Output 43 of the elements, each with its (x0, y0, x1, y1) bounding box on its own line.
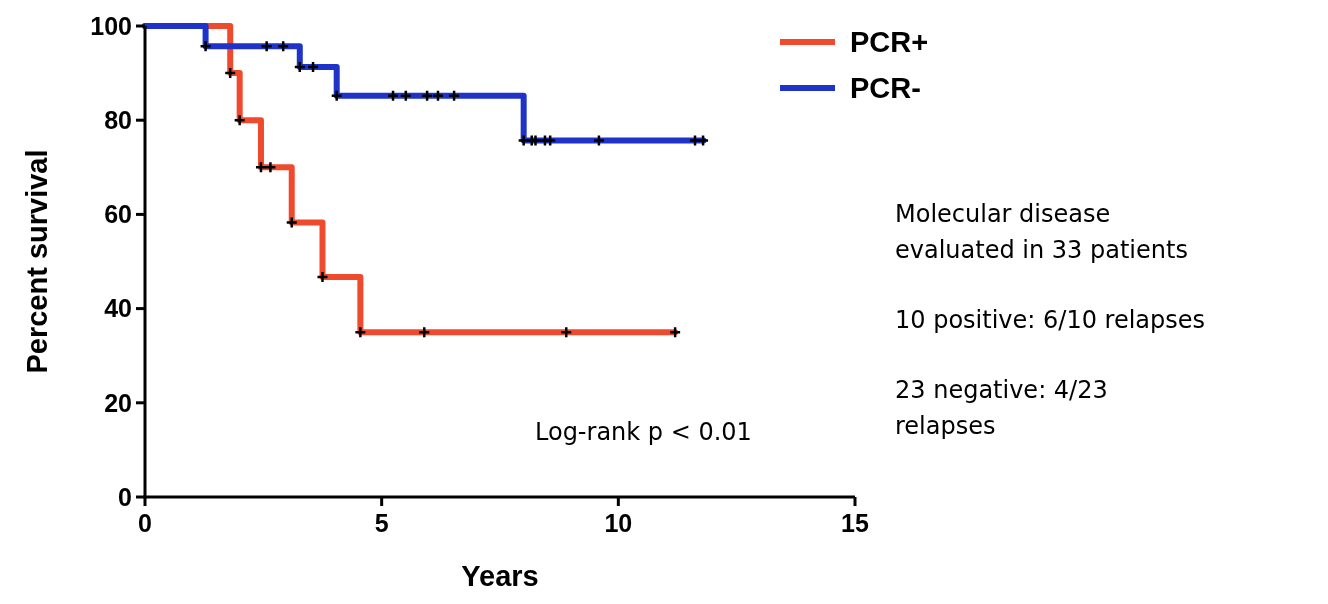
y-tick-label: 80 (104, 105, 132, 134)
point (254, 161, 268, 174)
y-tick-label: 40 (104, 294, 132, 323)
point (354, 325, 367, 339)
point (293, 60, 307, 74)
y-tick-label: 20 (104, 388, 132, 417)
point (285, 216, 298, 229)
x-tick-label: 10 (604, 509, 633, 537)
point (330, 89, 343, 102)
legend-label: PCR- (850, 72, 921, 105)
x-tick-label: 15 (841, 509, 869, 537)
point (592, 134, 606, 147)
legend-label: PCR+ (850, 26, 929, 59)
x-tick-label: 0 (138, 509, 152, 537)
point (223, 66, 237, 80)
point (447, 89, 461, 102)
x-tick-label: 5 (374, 509, 389, 537)
point (306, 60, 320, 74)
point (233, 113, 246, 127)
point (431, 89, 445, 102)
point (264, 161, 277, 174)
x-axis-title: Years (461, 560, 539, 592)
y-tick-label: 60 (104, 200, 132, 229)
point (399, 89, 413, 102)
point (199, 40, 212, 53)
text: 10 positive: 6/10 relapses (895, 306, 1206, 334)
y-tick-label: 0 (118, 482, 132, 511)
y-axis-title: Percent survival (21, 149, 53, 374)
text: 23 negative: 4/23 relapses (895, 376, 1108, 440)
point (696, 134, 710, 147)
point (517, 134, 530, 147)
annotation: Log-rank p < 0.01 (535, 418, 752, 446)
y-tick-label: 100 (90, 11, 132, 40)
point (386, 89, 400, 102)
point (260, 40, 273, 53)
point (560, 325, 573, 339)
point (668, 325, 682, 339)
point (420, 89, 434, 102)
point (418, 325, 431, 339)
point (529, 134, 542, 147)
point (276, 40, 290, 53)
text: Molecular disease evaluated in 33 patients (895, 200, 1188, 264)
point (316, 270, 329, 284)
